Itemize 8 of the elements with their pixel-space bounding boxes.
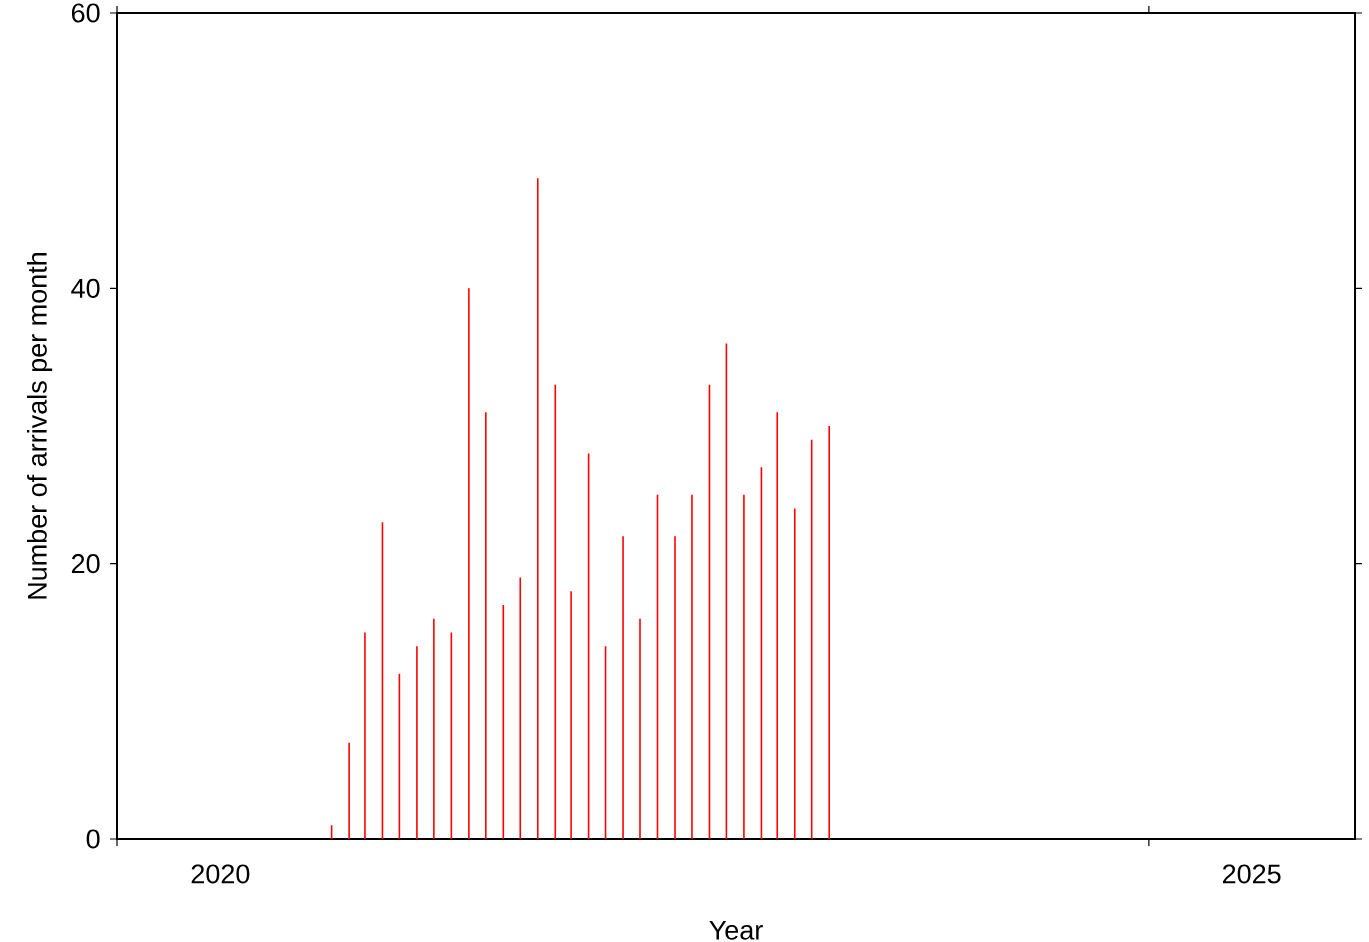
x-axis-title: Year [709, 920, 763, 940]
y-tick-label: 20 [71, 554, 100, 574]
y-tick-label: 40 [71, 278, 100, 298]
y-axis-title: Number of arrivals per month [27, 253, 53, 599]
y-tick-label: 0 [86, 829, 100, 849]
x-tick-label: 2025 [1222, 864, 1281, 884]
x-tick-label: 2020 [191, 864, 250, 884]
y-tick-label: 60 [71, 3, 100, 23]
